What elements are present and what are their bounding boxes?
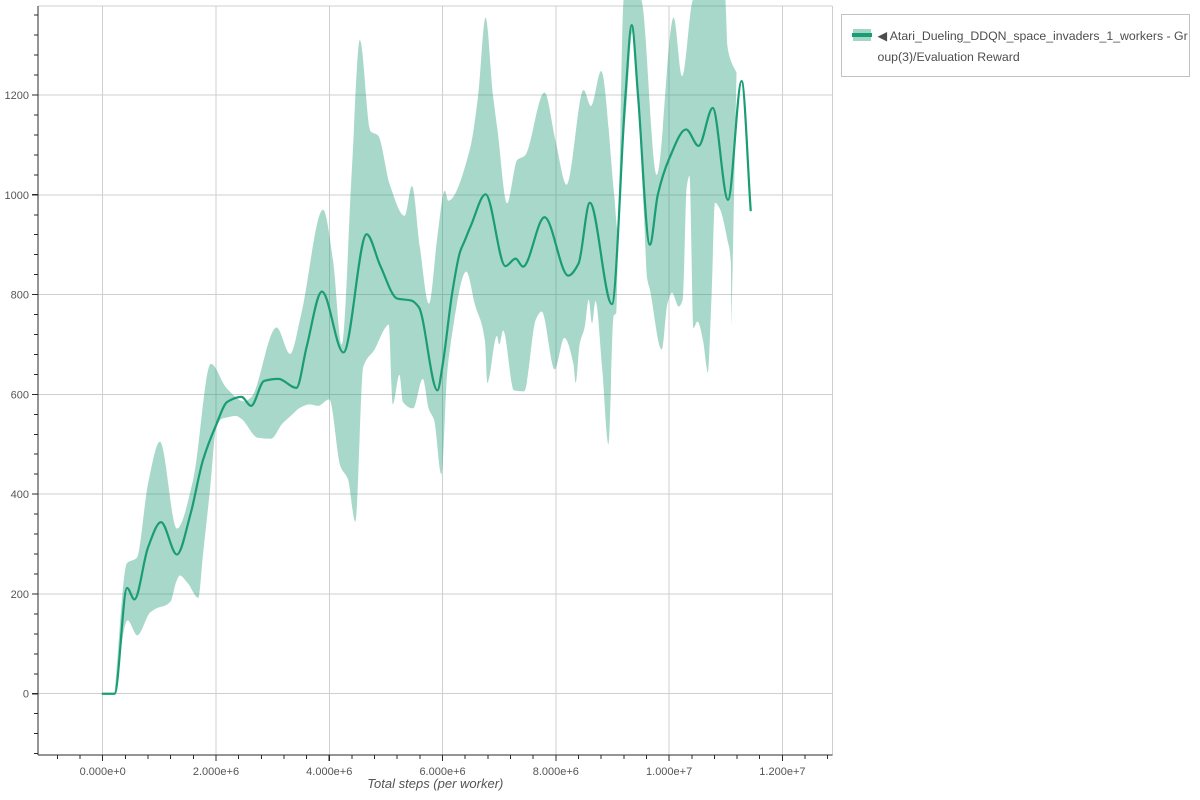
ticks-group [32, 14, 829, 761]
legend-label-line1: ◀ Atari_Dueling_DDQN_space_invaders_1_wo… [877, 29, 1188, 43]
legend-label-line2: oup(3)/Evaluation Reward [877, 50, 1020, 64]
y-tick-label: 800 [11, 290, 29, 302]
band-group [114, 0, 737, 695]
x-tick-label: 0.000e+0 [80, 766, 126, 778]
x-tick-label: 2.000e+6 [193, 766, 239, 778]
legend-line-swatch [851, 33, 872, 37]
y-tick-label: 0 [23, 689, 29, 701]
x-axis-title: Total steps (per worker) [367, 776, 503, 791]
y-tick-label: 200 [11, 589, 29, 601]
y-tick-label: 1200 [5, 90, 29, 102]
line-group [101, 24, 752, 695]
y-tick-label: 1000 [5, 190, 29, 202]
mean-line [101, 24, 752, 695]
confidence-band [114, 0, 737, 695]
grid-group [38, 5, 834, 755]
legend[interactable]: ◀ Atari_Dueling_DDQN_space_invaders_1_wo… [841, 14, 1190, 77]
x-tick-label: 4.000e+6 [306, 766, 352, 778]
x-tick-label: 8.000e+6 [533, 766, 579, 778]
y-tick-label: 600 [11, 389, 29, 401]
x-tick-label: 6.000e+6 [419, 766, 465, 778]
tick-labels-group: 0.000e+0 2.000e+6 4.000e+6 6.000e+6 8.000e+6… [5, 90, 806, 778]
x-tick-label: 1.000e+7 [646, 766, 692, 778]
legend-label[interactable]: ◀ Atari_Dueling_DDQN_space_invaders_1_wo… [878, 26, 1188, 68]
x-tick-label: 1.200e+7 [759, 766, 805, 778]
y-tick-label: 400 [11, 489, 29, 501]
